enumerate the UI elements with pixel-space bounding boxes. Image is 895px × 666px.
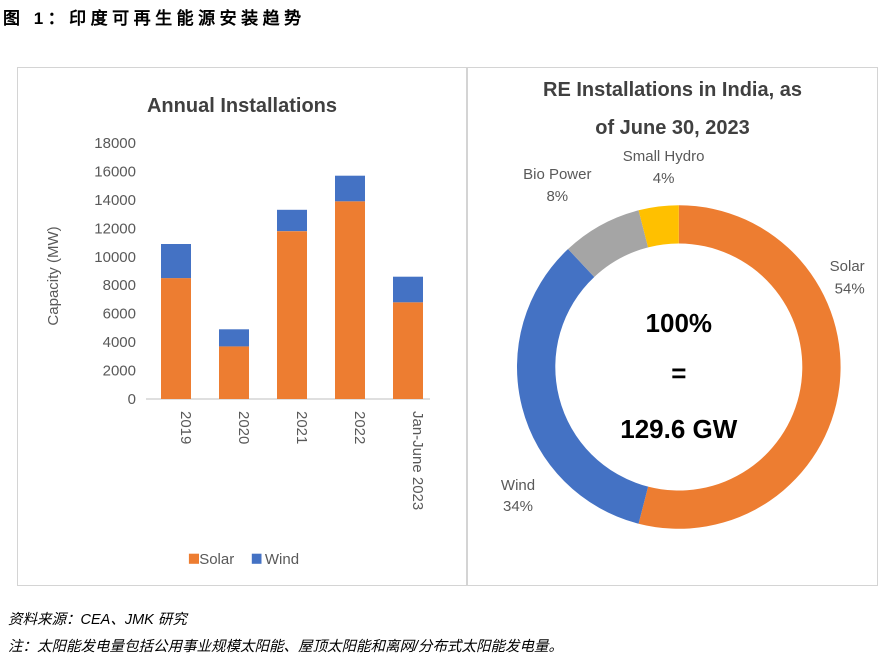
svg-text:Wind: Wind xyxy=(501,477,535,494)
svg-text:Wind: Wind xyxy=(265,551,299,568)
svg-text:8000: 8000 xyxy=(103,277,136,294)
svg-text:2019: 2019 xyxy=(177,411,194,444)
svg-text:2020: 2020 xyxy=(235,411,252,444)
svg-text:6000: 6000 xyxy=(103,306,136,323)
svg-text:Capacity (MW): Capacity (MW) xyxy=(45,226,62,325)
svg-text:Jan-June 2023: Jan-June 2023 xyxy=(409,411,426,510)
svg-text:10000: 10000 xyxy=(94,249,136,266)
svg-text:100%: 100% xyxy=(646,308,713,338)
svg-text:Solar: Solar xyxy=(830,258,865,275)
svg-text:18000: 18000 xyxy=(94,135,136,152)
svg-text:2022: 2022 xyxy=(351,411,368,444)
svg-text:Bio Power: Bio Power xyxy=(523,166,591,183)
svg-text:4%: 4% xyxy=(653,170,675,187)
svg-text:2000: 2000 xyxy=(103,363,136,380)
svg-text:12000: 12000 xyxy=(94,220,136,237)
svg-text:0: 0 xyxy=(128,391,136,408)
svg-text:=: = xyxy=(671,358,686,388)
svg-text:16000: 16000 xyxy=(94,163,136,180)
svg-text:2021: 2021 xyxy=(293,411,310,444)
svg-text:Solar: Solar xyxy=(199,551,234,568)
svg-text:54%: 54% xyxy=(835,281,865,298)
svg-text:4000: 4000 xyxy=(103,334,136,351)
svg-text:34%: 34% xyxy=(503,498,533,515)
svg-text:8%: 8% xyxy=(546,188,568,205)
svg-text:14000: 14000 xyxy=(94,192,136,209)
svg-text:129.6 GW: 129.6 GW xyxy=(620,414,738,444)
svg-text:Small Hydro: Small Hydro xyxy=(623,148,705,165)
